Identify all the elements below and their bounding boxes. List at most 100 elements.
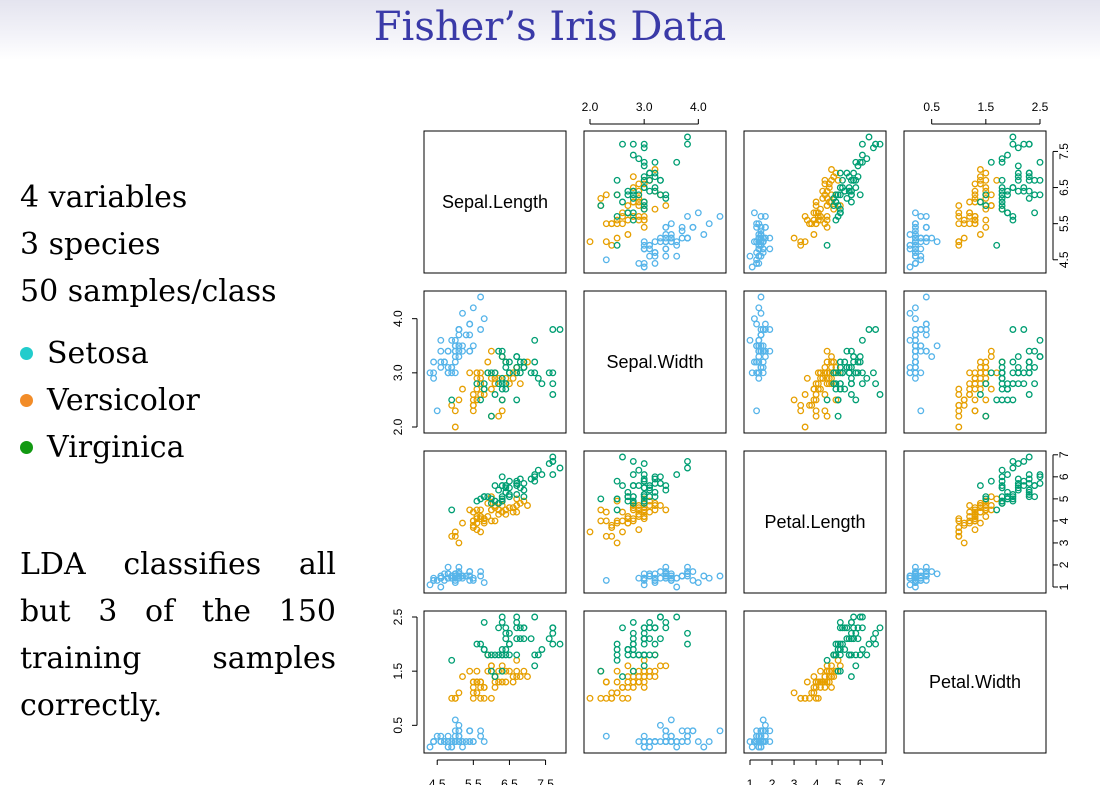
legend-item-versicolor: Versicolor: [20, 377, 200, 424]
data-point: [635, 155, 643, 163]
data-point: [613, 667, 621, 675]
data-point: [473, 396, 481, 404]
data-point: [484, 667, 492, 675]
data-point: [761, 223, 769, 231]
data-point: [863, 374, 871, 382]
data-point: [911, 209, 919, 217]
bullet-dot-icon: [20, 441, 33, 454]
data-point: [531, 651, 539, 659]
data-point: [806, 220, 813, 228]
data-point: [684, 140, 691, 148]
data-point: [821, 176, 829, 184]
tick-label: 7: [879, 777, 886, 785]
data-point: [477, 369, 485, 377]
data-point: [819, 374, 827, 382]
data-point: [534, 466, 542, 474]
data-point: [640, 491, 648, 498]
data-point: [640, 198, 648, 206]
data-point: [1036, 471, 1044, 479]
data-point: [602, 732, 610, 740]
data-point: [819, 194, 827, 202]
data-point: [847, 391, 855, 398]
dataset-facts: 4 variables 3 species 50 samples/class: [20, 174, 277, 315]
legend-item-virginica: Virginica: [20, 424, 200, 471]
tick-label: 6: [1057, 473, 1070, 480]
data-point: [863, 651, 871, 659]
data-point: [830, 651, 838, 659]
data-point: [1014, 486, 1022, 494]
data-point: [509, 374, 517, 382]
data-point: [858, 380, 866, 388]
data-point: [451, 738, 459, 746]
data-point: [976, 391, 984, 398]
data-point: [976, 504, 984, 512]
data-point: [757, 227, 765, 235]
data-point: [498, 493, 506, 501]
tick-label: 5: [1057, 495, 1070, 502]
data-point: [757, 293, 765, 301]
data-point: [466, 727, 474, 735]
data-point: [966, 369, 974, 377]
data-point: [646, 635, 654, 643]
data-point: [766, 245, 774, 253]
data-point: [477, 326, 485, 333]
data-point: [759, 716, 767, 724]
data-point: [976, 231, 984, 238]
data-point: [808, 220, 816, 228]
panel-frame: [423, 450, 567, 594]
data-point: [466, 667, 474, 675]
data-point: [761, 738, 769, 746]
data-point: [971, 191, 979, 199]
data-point: [505, 629, 513, 637]
data-point: [1009, 464, 1017, 472]
data-point: [1014, 363, 1022, 371]
data-point: [640, 471, 648, 479]
data-point: [635, 191, 643, 199]
tick-label: 5: [835, 777, 842, 785]
data-point: [459, 743, 466, 751]
fact-species: 3 species: [20, 227, 161, 262]
data-point: [865, 326, 873, 333]
data-point: [480, 694, 488, 702]
data-point: [976, 482, 984, 490]
data-point: [662, 245, 670, 253]
data-point: [640, 259, 648, 267]
data-point: [821, 407, 829, 415]
data-point: [549, 624, 557, 632]
data-point: [1004, 396, 1011, 404]
data-point: [955, 528, 963, 536]
data-point: [911, 353, 919, 361]
data-point: [955, 209, 963, 217]
data-point: [803, 374, 811, 382]
data-point: [1014, 187, 1022, 195]
data-point: [484, 499, 492, 507]
data-point: [502, 667, 510, 675]
data-point: [1036, 473, 1044, 481]
data-point: [455, 727, 463, 735]
data-point: [516, 673, 524, 681]
data-point: [998, 202, 1006, 210]
legend-label: Setosa: [47, 336, 149, 371]
data-point: [484, 358, 492, 366]
data-point: [498, 495, 506, 503]
data-point: [906, 231, 914, 238]
data-point: [487, 694, 495, 702]
data-point: [646, 241, 654, 249]
data-point: [911, 238, 919, 246]
data-point: [821, 220, 829, 228]
data-point: [987, 191, 995, 199]
data-point: [858, 151, 866, 159]
data-point: [505, 477, 513, 485]
data-point: [1004, 151, 1011, 159]
data-point: [516, 380, 524, 388]
data-point: [982, 216, 990, 224]
data-point: [646, 486, 654, 494]
data-point: [502, 363, 510, 371]
data-point: [662, 252, 670, 260]
data-point: [487, 651, 495, 659]
data-point: [619, 198, 626, 206]
data-point: [651, 473, 659, 481]
data-point: [1014, 475, 1022, 483]
data-point: [823, 241, 831, 249]
data-point: [516, 369, 524, 377]
